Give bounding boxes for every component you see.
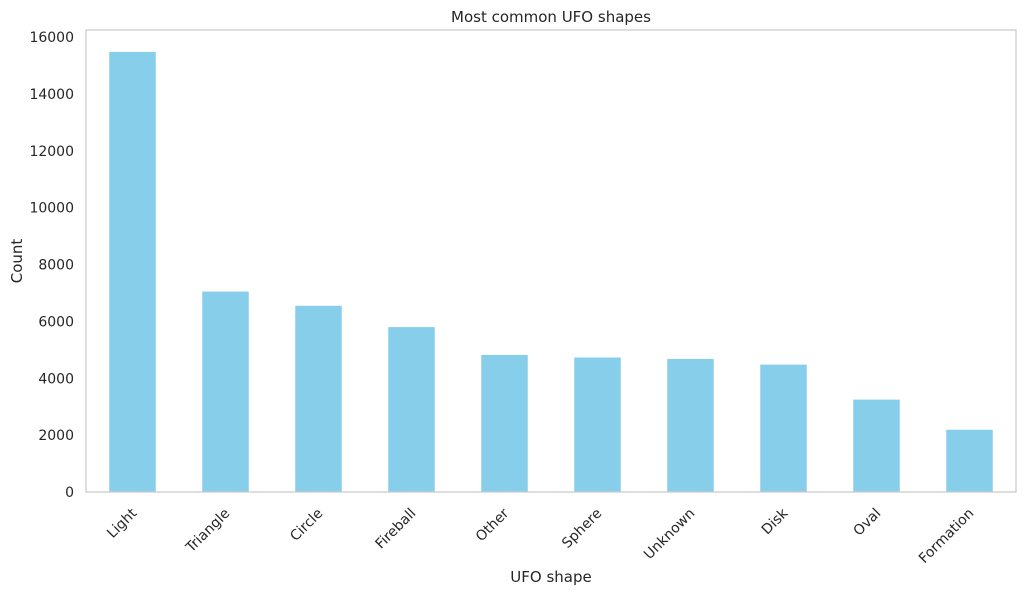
- x-tick-label: Disk: [759, 505, 792, 538]
- y-tick-label: 10000: [29, 201, 74, 217]
- bar-triangle: [202, 291, 249, 492]
- x-tick-label: Formation: [916, 506, 977, 567]
- bar-series: [109, 51, 993, 492]
- bar-circle: [295, 305, 342, 492]
- bar-light: [109, 51, 156, 492]
- x-axis-ticks: Light Triangle Circle Fireball Other Sphere Un…: [104, 505, 977, 567]
- bar-other: [481, 354, 528, 492]
- bar-disk: [760, 364, 807, 492]
- y-tick-label: 16000: [29, 30, 74, 46]
- y-axis-ticks: 0 2000 4000 6000 8000 10000 12000 14000 16000: [29, 30, 74, 501]
- x-axis-label: UFO shape: [510, 568, 591, 586]
- bar-unknown: [667, 358, 714, 492]
- y-tick-label: 14000: [29, 87, 74, 103]
- bar-formation: [946, 429, 993, 492]
- y-tick-label: 4000: [38, 371, 74, 387]
- x-tick-label: Oval: [851, 506, 885, 540]
- x-tick-label: Unknown: [641, 506, 698, 563]
- y-tick-label: 2000: [38, 428, 74, 444]
- x-tick-label: Circle: [287, 506, 326, 545]
- chart-title: Most common UFO shapes: [451, 8, 651, 26]
- bar-sphere: [574, 357, 621, 492]
- y-axis-label: Count: [8, 239, 26, 284]
- plot-frame: [85, 29, 1017, 493]
- x-tick-label: Triangle: [182, 506, 233, 557]
- y-tick-label: 6000: [38, 314, 74, 330]
- x-tick-label: Fireball: [372, 506, 419, 553]
- bar-oval: [853, 399, 900, 492]
- y-tick-label: 8000: [38, 258, 74, 274]
- y-tick-label: 0: [65, 485, 74, 501]
- x-tick-label: Light: [104, 505, 140, 541]
- x-tick-label: Sphere: [559, 506, 605, 552]
- y-tick-label: 12000: [29, 144, 74, 160]
- x-tick-label: Other: [473, 505, 513, 545]
- bar-fireball: [388, 327, 435, 492]
